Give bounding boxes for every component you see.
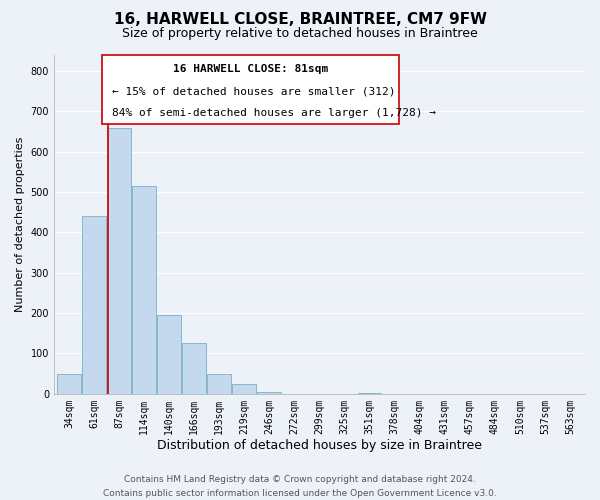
Text: Contains HM Land Registry data © Crown copyright and database right 2024.
Contai: Contains HM Land Registry data © Crown c… <box>103 476 497 498</box>
Y-axis label: Number of detached properties: Number of detached properties <box>15 136 25 312</box>
Text: ← 15% of detached houses are smaller (312): ← 15% of detached houses are smaller (31… <box>112 87 396 97</box>
Bar <box>358 392 382 394</box>
Bar <box>232 384 256 394</box>
Bar <box>132 186 156 394</box>
Bar <box>208 374 231 394</box>
FancyBboxPatch shape <box>102 55 399 124</box>
Bar <box>257 392 281 394</box>
Text: 16, HARWELL CLOSE, BRAINTREE, CM7 9FW: 16, HARWELL CLOSE, BRAINTREE, CM7 9FW <box>113 12 487 28</box>
Bar <box>157 315 181 394</box>
Bar <box>82 216 106 394</box>
Text: 16 HARWELL CLOSE: 81sqm: 16 HARWELL CLOSE: 81sqm <box>173 64 328 74</box>
Text: 84% of semi-detached houses are larger (1,728) →: 84% of semi-detached houses are larger (… <box>112 108 436 118</box>
Bar <box>57 374 81 394</box>
Bar <box>182 344 206 394</box>
Bar <box>107 128 131 394</box>
X-axis label: Distribution of detached houses by size in Braintree: Distribution of detached houses by size … <box>157 440 482 452</box>
Text: Size of property relative to detached houses in Braintree: Size of property relative to detached ho… <box>122 28 478 40</box>
